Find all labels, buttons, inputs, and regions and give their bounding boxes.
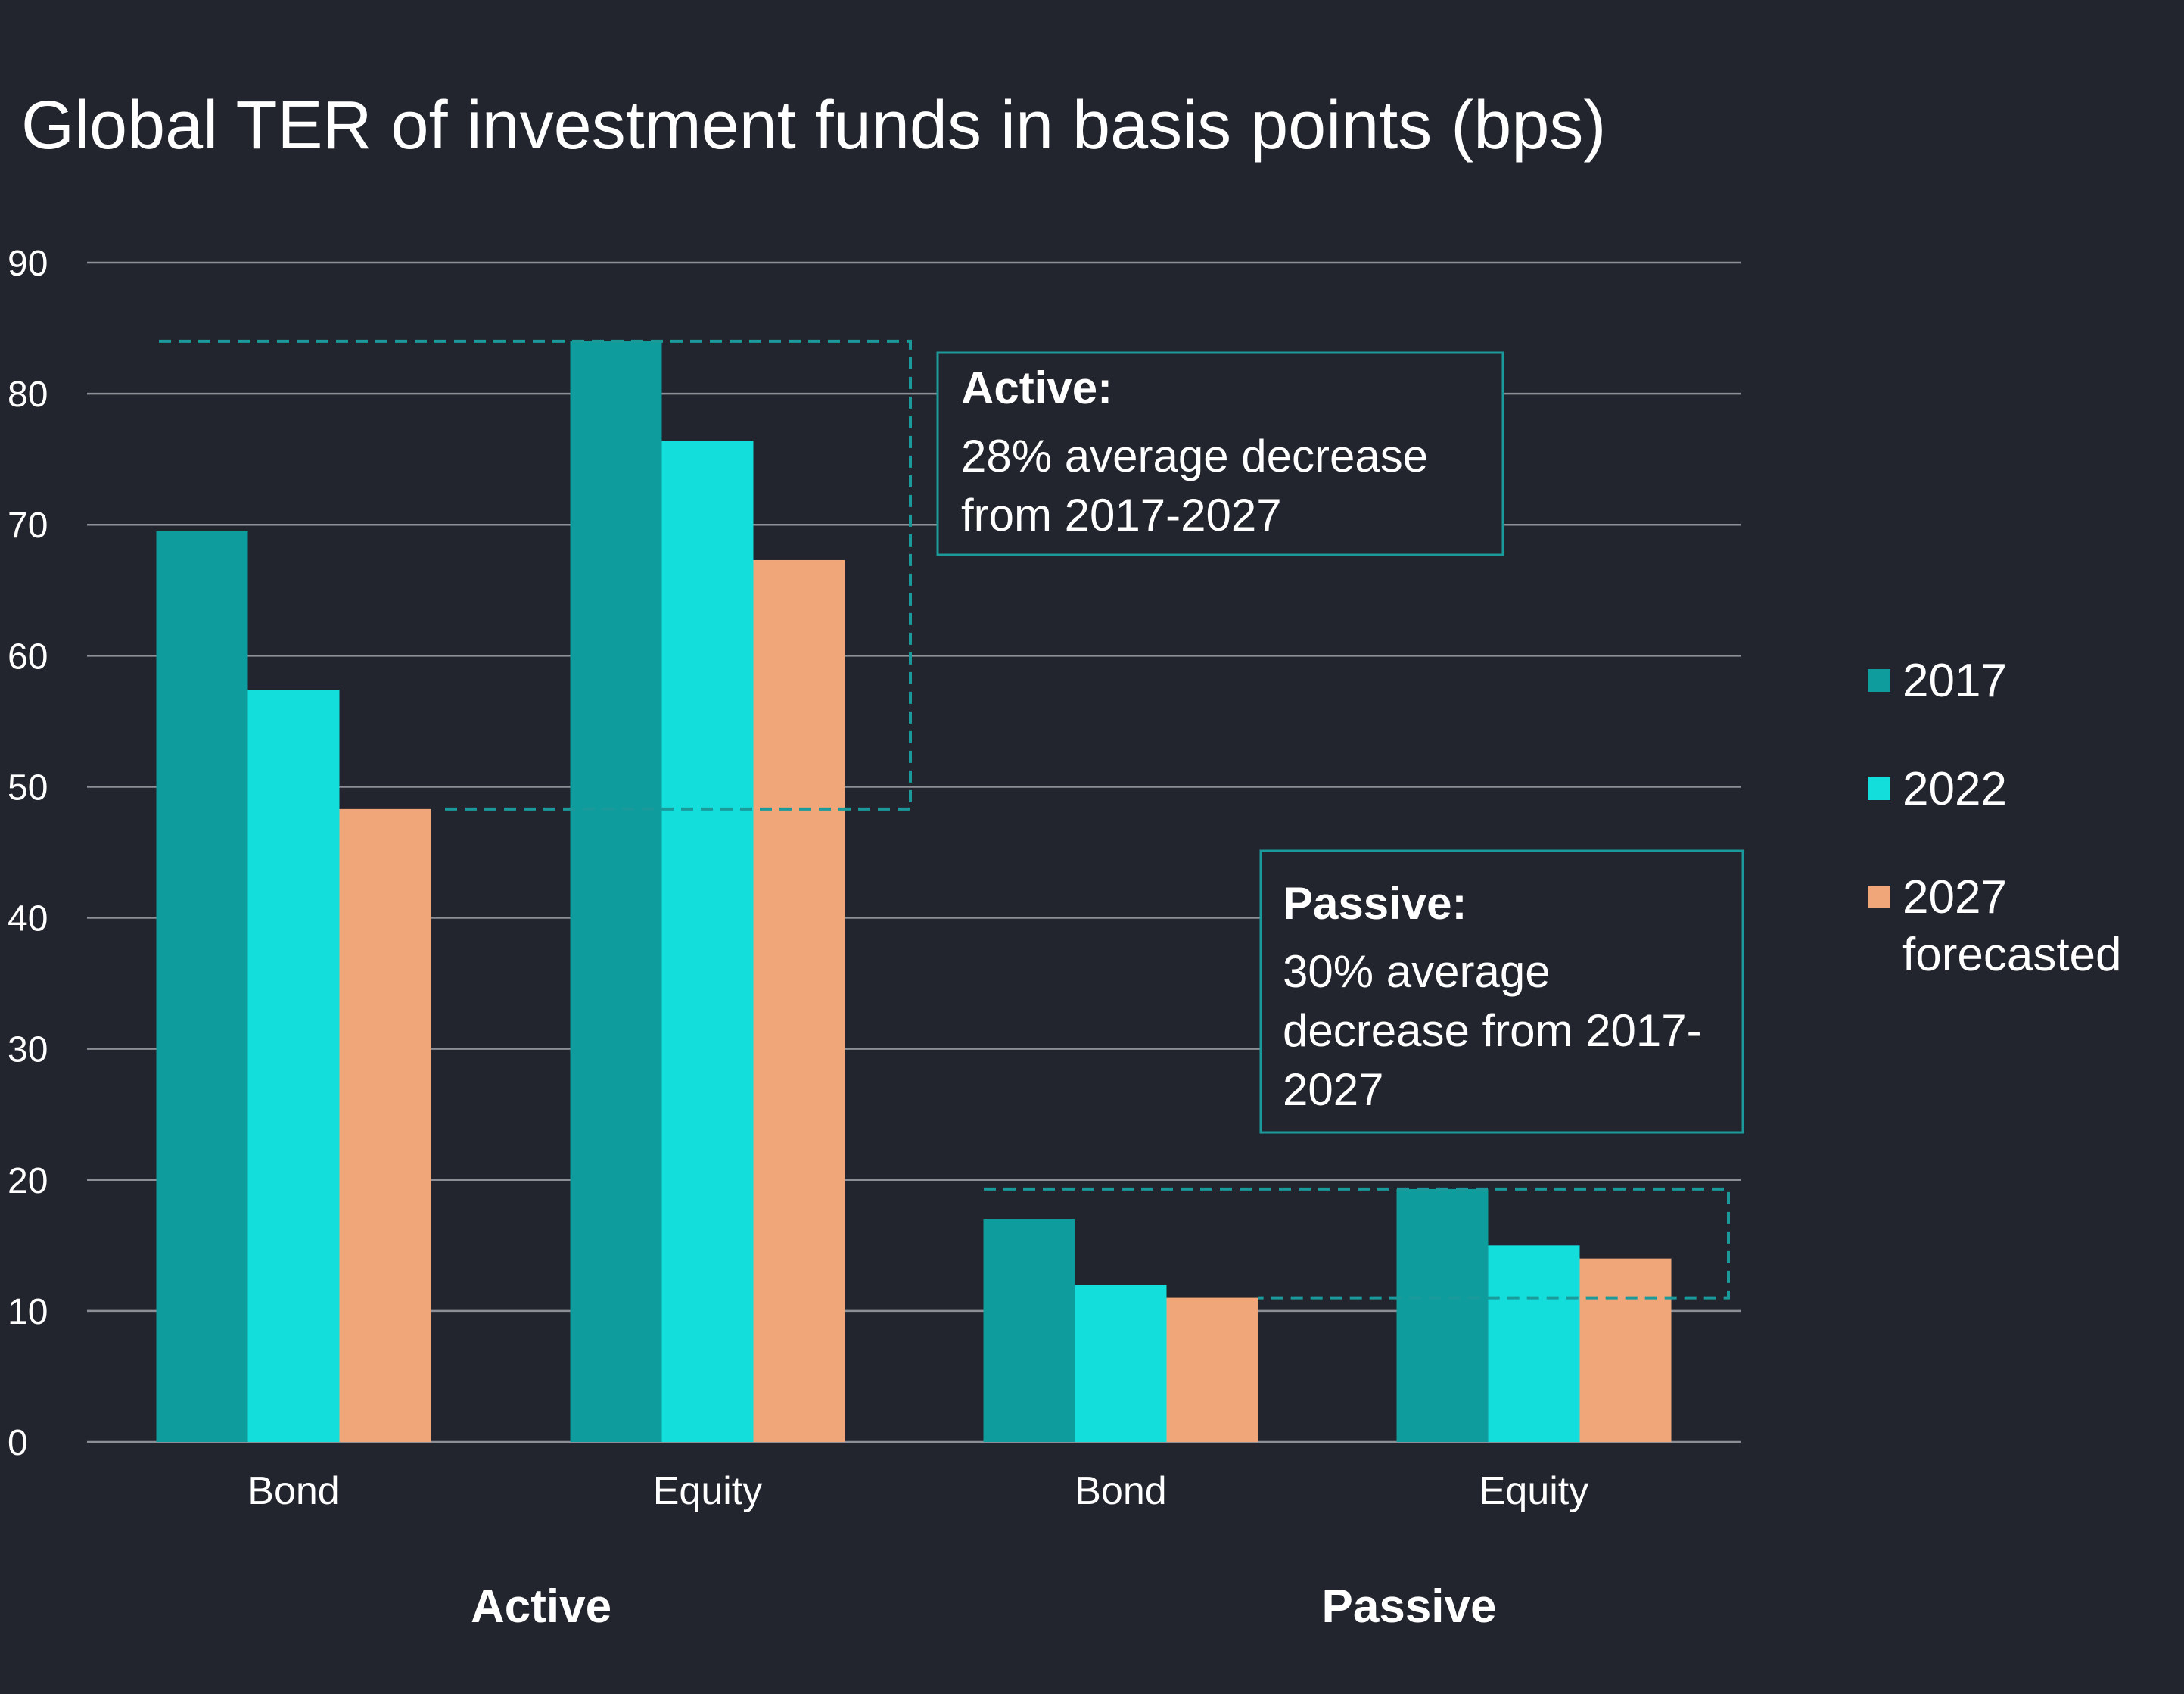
x-axis-ticks: Bond Equity Bond Equity	[247, 1469, 1588, 1513]
annotation-text-line: 28% average decrease	[961, 431, 1428, 481]
y-tick-label: 90	[8, 244, 48, 284]
group-labels: Active Passive	[471, 1580, 1497, 1633]
annotation-heading: Active:	[961, 363, 1112, 413]
annotation-box	[936, 351, 1504, 556]
annotation-text-line: 30% average	[1283, 946, 1551, 997]
x-tick-label: Bond	[247, 1469, 339, 1513]
bar-2017-1	[570, 341, 662, 1442]
bar-2027-forecasted-2	[1166, 1297, 1258, 1442]
legend-label: forecasted	[1902, 929, 2122, 981]
legend-swatch	[1868, 777, 1890, 800]
y-tick-label: 20	[8, 1161, 48, 1201]
x-tick-label: Equity	[653, 1469, 763, 1513]
y-tick-label: 40	[8, 899, 48, 939]
chart-title: Global TER of investment funds in basis …	[21, 88, 1606, 163]
group-label-active: Active	[471, 1580, 611, 1633]
legend-swatch	[1868, 886, 1890, 908]
active-range-bracket	[159, 339, 912, 811]
group-label-passive: Passive	[1322, 1580, 1497, 1633]
y-tick-label: 80	[8, 375, 48, 415]
y-axis-ticks: 0 10 20 30 40 50 60 70 80 90	[8, 244, 48, 1463]
bar-2027-forecasted-0	[339, 808, 431, 1442]
annotation-box	[1259, 849, 1744, 1134]
annotation-heading: Passive:	[1283, 878, 1467, 929]
legend-label: 2027	[1902, 871, 2007, 923]
legend-swatch	[1868, 669, 1890, 692]
bar-2027-forecasted-3	[1579, 1258, 1672, 1442]
x-tick-label: Bond	[1075, 1469, 1166, 1513]
y-tick-label: 30	[8, 1030, 48, 1070]
y-tick-label: 50	[8, 768, 48, 808]
y-tick-label: 0	[8, 1423, 28, 1463]
bar-2017-2	[983, 1219, 1075, 1442]
annotation-text-line: decrease from 2017-	[1283, 1005, 1702, 1056]
bar-2022-3	[1488, 1245, 1580, 1442]
y-tick-label: 10	[8, 1292, 48, 1332]
x-tick-label: Equity	[1479, 1469, 1589, 1513]
legend-label: 2017	[1902, 655, 2007, 707]
y-tick-label: 70	[8, 506, 48, 546]
annotation-text-line: from 2017-2027	[961, 490, 1282, 540]
legend-label: 2022	[1902, 763, 2007, 815]
bar-2022-2	[1075, 1285, 1167, 1442]
bar-2017-3	[1396, 1188, 1489, 1442]
bar-2027-forecasted-1	[753, 559, 845, 1443]
legend: 2017 2022 2027 forecasted	[1868, 655, 2122, 981]
passive-range-bracket	[984, 1187, 1730, 1300]
annotations: Active: 28% average decrease from 2017-202…	[159, 339, 1744, 1300]
bar-2017-0	[156, 531, 248, 1442]
bar-2022-1	[661, 441, 754, 1442]
bar-2022-0	[247, 690, 340, 1442]
y-tick-label: 60	[8, 637, 48, 677]
bars	[156, 341, 1672, 1443]
annotation-text-line: 2027	[1283, 1064, 1383, 1115]
